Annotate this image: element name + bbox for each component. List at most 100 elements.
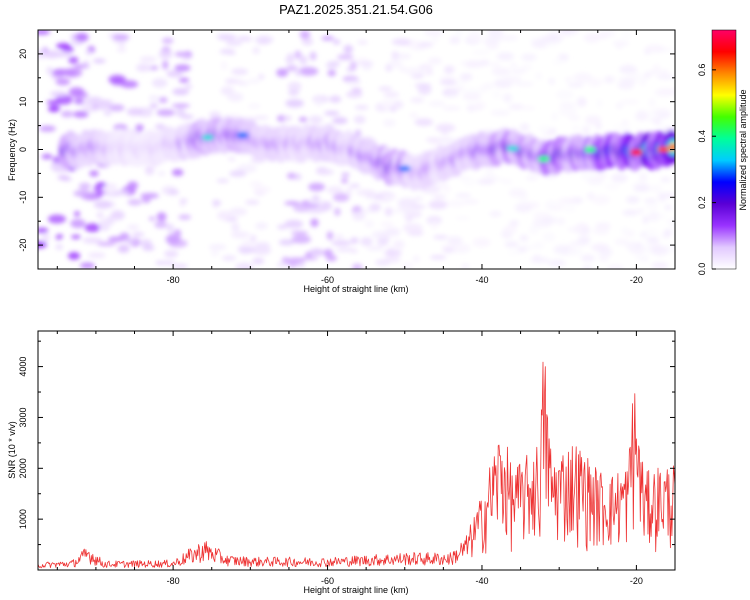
spectrogram-y-axis: 20 10 0 -10 -20	[18, 29, 675, 270]
spectrogram-noise-blob	[651, 245, 669, 256]
spectrogram-noise-blob	[55, 244, 63, 250]
spectrogram-noise-blob	[664, 204, 672, 211]
spectrogram-noise-blob	[329, 95, 342, 103]
colorbar-label: Normalized spectral amplitude	[738, 89, 748, 210]
spectrogram-noise-blob	[433, 235, 448, 240]
spectrogram-noise-blob	[582, 265, 592, 269]
spectrogram-noise-blob	[126, 107, 144, 116]
spectrogram-noise-blob	[494, 177, 506, 182]
x-tick-label: -20	[630, 275, 643, 285]
spectrogram-noise-blob	[334, 234, 344, 239]
spectrogram-noise-blob	[611, 265, 620, 269]
spectrogram-noise-blob	[396, 53, 412, 60]
spectrogram-noise-blob	[154, 221, 168, 229]
spectrogram-noise-blob	[652, 63, 661, 74]
spectrogram-noise-blob	[252, 46, 260, 55]
spectrogram-noise-blob	[172, 263, 188, 269]
spectrogram-noise-blob	[56, 42, 71, 50]
spectrogram-noise-blob	[514, 202, 533, 213]
spectrogram-noise-blob	[46, 66, 53, 76]
spectrogram-noise-blob	[245, 199, 260, 205]
spectrogram-noise-blob	[68, 87, 85, 97]
spectrogram-noise-blob	[67, 252, 81, 260]
spectrogram-noise-blob	[48, 105, 60, 113]
spectrogram-noise-blob	[56, 234, 64, 239]
spectrogram-noise-blob	[285, 55, 295, 65]
spectrogram-noise-blob	[393, 208, 404, 214]
spectrogram-noise-blob	[519, 196, 529, 202]
spectrogram-noise-blob	[504, 241, 519, 248]
spectrogram-noise-blob	[391, 38, 411, 46]
spectrogram-noise-blob	[314, 97, 323, 106]
spectrogram-noise-blob	[356, 61, 374, 66]
spectrogram-noise-blob	[585, 115, 601, 125]
spectrogram-noise-blob	[563, 203, 576, 214]
spectrogram-noise-blob	[487, 30, 504, 37]
spectrogram-noise-blob	[254, 222, 268, 230]
spectrogram-x-axis: -80 -60 -40 -20	[56, 30, 676, 285]
spectrogram-noise-blob	[509, 62, 518, 68]
spectrogram-noise-blob	[229, 207, 248, 216]
spectrogram-noise-blob	[135, 124, 144, 132]
spectrogram-noise-blob	[294, 71, 303, 77]
spectrogram-noise-blob	[382, 119, 396, 127]
spectrogram-noise-blob	[236, 164, 257, 173]
spectrogram-noise-blob	[248, 103, 261, 109]
spectrogram-noise-blob	[292, 203, 311, 213]
spectrogram-noise-blob	[166, 69, 183, 78]
spectrogram-noise-blob	[111, 78, 124, 84]
spectrogram-noise-blob	[73, 211, 81, 217]
spectrogram-noise-blob	[174, 51, 188, 57]
spectrogram-noise-blob	[116, 47, 127, 53]
spectrogram-noise-blob	[462, 177, 478, 187]
y-tick-label: 20	[18, 49, 28, 59]
spectrogram-noise-blob	[537, 125, 551, 133]
spectrogram-noise-blob	[282, 257, 302, 266]
spectrogram-noise-blob	[461, 263, 470, 269]
spectrogram-noise-blob	[558, 102, 576, 108]
spectrogram-noise-blob	[399, 66, 407, 73]
spectrogram-noise-blob	[439, 80, 458, 86]
spectrogram-noise-blob	[447, 236, 463, 245]
colorbar-tick-label: 0.0	[697, 263, 707, 276]
spectrogram-noise-blob	[398, 200, 412, 211]
spectrogram-noise-blob	[278, 239, 295, 246]
colorbar-tick-label: 0.6	[697, 64, 707, 77]
spectrogram-noise-blob	[540, 216, 557, 224]
spectrogram-noise-blob	[179, 198, 188, 203]
spectrogram-noise-blob	[568, 115, 581, 121]
spectrogram-noise-blob	[156, 109, 175, 117]
spectrogram-noise-blob	[611, 173, 628, 183]
spectrogram-noise-blob	[93, 200, 112, 209]
spectrogram-noise-blob	[428, 57, 442, 65]
spectrogram-noise-blob	[241, 36, 253, 42]
spectrogram-noise-blob	[503, 225, 517, 234]
y-tick-label: 4000	[18, 357, 28, 377]
spectrogram-noise-blob	[316, 168, 335, 176]
spectrogram-noise-blob	[230, 231, 250, 239]
spectrogram-noise-blob	[221, 255, 237, 262]
spectrogram-noise-blob	[167, 189, 180, 196]
spectrogram-noise-blob	[241, 240, 256, 248]
spectrogram-noise-blob	[301, 37, 314, 46]
spectrogram-noise-blob	[548, 127, 557, 135]
spectrogram-noise-blob	[486, 42, 499, 50]
spectrogram-noise-blob	[219, 48, 235, 55]
spectrogram-noise-blob	[52, 51, 72, 58]
spectrogram-noise-blob	[464, 60, 484, 69]
spectrogram-noise-blob	[165, 234, 181, 245]
spectrogram-noise-blob	[108, 104, 125, 112]
spectrogram-noise-blob	[354, 105, 369, 110]
spectrogram-hotspot	[398, 165, 411, 172]
spectrogram-noise-blob	[645, 204, 659, 210]
spectrogram-noise-blob	[423, 30, 444, 36]
spectrogram-noise-blob	[282, 115, 292, 121]
colorbar: 0.0 0.2 0.4 0.6 Normalized spectral amplitu…	[697, 29, 748, 276]
spectrogram-noise-blob	[92, 104, 99, 110]
spectrogram-noise-blob	[569, 241, 590, 246]
spectrogram-noise-blob	[664, 228, 672, 237]
y-tick-label: -10	[18, 191, 28, 204]
spectrogram-noise-blob	[567, 82, 585, 88]
spectrogram-noise-blob	[349, 183, 361, 188]
spectrogram-noise-blob	[583, 33, 600, 43]
